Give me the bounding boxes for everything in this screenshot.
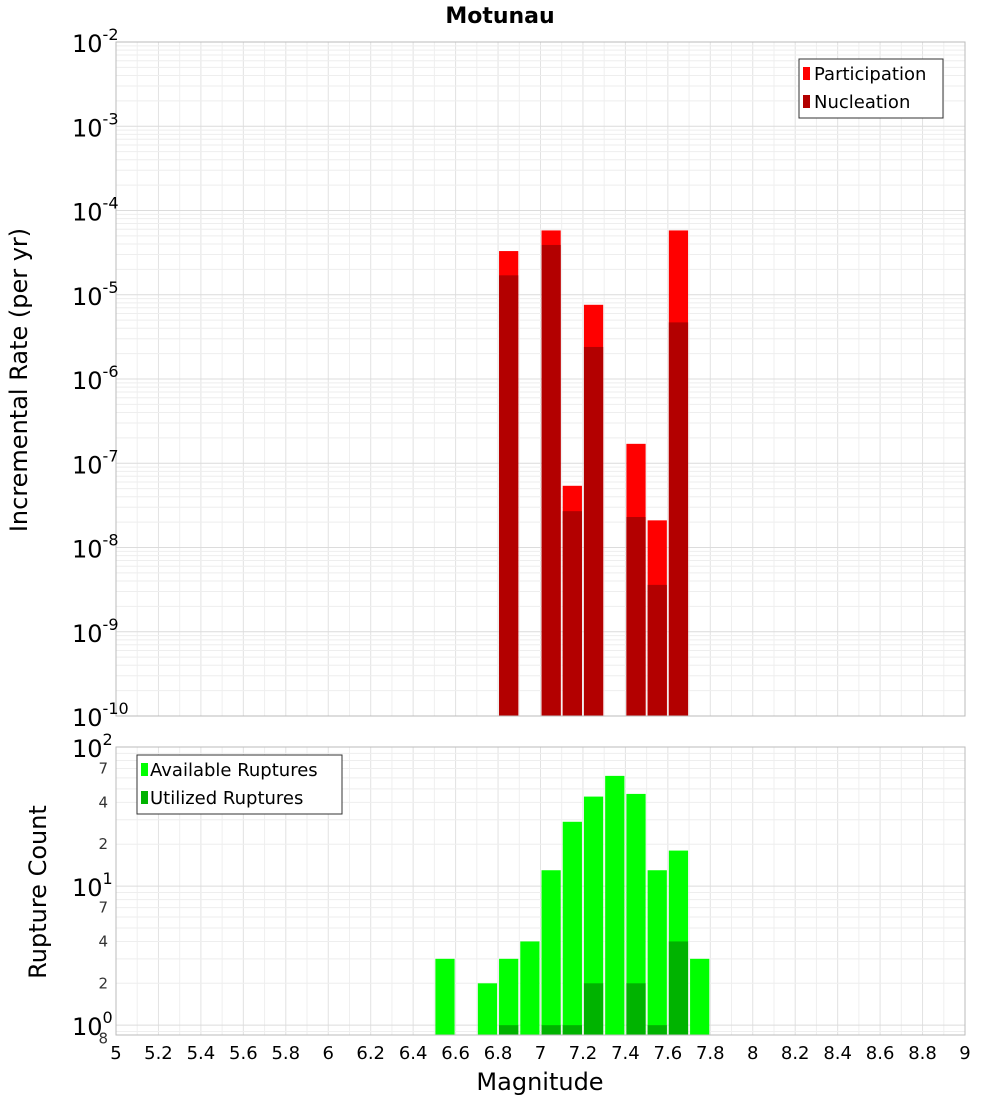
bottom-y-minor-label: 4 xyxy=(98,793,108,811)
bottom-bars xyxy=(435,775,710,1035)
bottom-bar-utilized-ruptures xyxy=(583,983,604,1035)
bottom-bar-utilized-ruptures xyxy=(647,1025,667,1035)
x-tick-label: 6.2 xyxy=(356,1043,385,1064)
top-bars xyxy=(499,230,689,717)
x-tick-label: 9 xyxy=(959,1043,970,1064)
x-axis-label: Magnitude xyxy=(476,1068,603,1096)
top-bar-nucleation xyxy=(668,322,689,716)
top-y-tick-label: 10-9 xyxy=(72,615,119,648)
bottom-bar-utilized-ruptures xyxy=(541,1025,561,1035)
legend-swatch-utilized-ruptures xyxy=(141,791,148,804)
bottom-y-tick-label: 101 xyxy=(72,869,113,902)
bottom-bar-available-ruptures xyxy=(499,958,519,1035)
x-tick-label: 7.2 xyxy=(569,1043,598,1064)
bottom-y-minor-label: 2 xyxy=(98,974,108,992)
top-y-tick-label: 10-6 xyxy=(72,362,119,395)
legend-label-participation: Participation xyxy=(814,64,926,85)
x-tick-label: 7.8 xyxy=(696,1043,725,1064)
top-bar-nucleation xyxy=(541,244,561,716)
top-y-tick-label: 10-4 xyxy=(72,194,119,227)
bottom-y-minor-label: 7 xyxy=(98,760,108,778)
top-y-tick-label: 10-5 xyxy=(72,278,119,311)
legend-swatch-participation xyxy=(803,67,810,80)
x-tick-label: 5.4 xyxy=(187,1043,216,1064)
bottom-x-ticks: 5 5.2 5.4 5.6 5.8 6 6.2 6.4 6.6 6.8 7 7.2 7.4 7.6 7.8 8… xyxy=(110,1043,970,1064)
top-grid xyxy=(115,42,966,717)
legend-label-nucleation: Nucleation xyxy=(814,92,910,113)
bottom-bar-available-ruptures xyxy=(626,793,646,1035)
bottom-y-minor-label: 4 xyxy=(98,932,108,950)
top-legend: Participation Nucleation xyxy=(798,58,944,119)
bottom-bar-available-ruptures xyxy=(520,941,540,1035)
x-tick-label: 5.6 xyxy=(229,1043,258,1064)
top-y-tick-label: 10-7 xyxy=(72,446,119,479)
x-tick-label: 8.6 xyxy=(866,1043,895,1064)
x-tick-label: 5.2 xyxy=(144,1043,173,1064)
x-tick-label: 8.2 xyxy=(781,1043,810,1064)
top-bar-nucleation xyxy=(583,346,604,716)
bottom-bar-available-ruptures xyxy=(541,870,561,1035)
legend-swatch-available-ruptures xyxy=(141,763,148,776)
bottom-legend: Available Ruptures Utilized Ruptures xyxy=(136,754,343,815)
top-y-axis-label: Incremental Rate (per yr) xyxy=(5,228,33,532)
bottom-y-axis-label: Rupture Count xyxy=(24,805,52,979)
bottom-bar-available-ruptures xyxy=(435,958,455,1035)
bottom-bar-available-ruptures xyxy=(605,775,625,1035)
top-bar-nucleation xyxy=(562,511,582,716)
x-tick-label: 5 xyxy=(110,1043,121,1064)
bottom-bar-available-ruptures xyxy=(562,821,582,1035)
bottom-y-tick-label: 102 xyxy=(72,730,113,763)
legend-label-utilized-ruptures: Utilized Ruptures xyxy=(150,788,303,809)
bottom-grid xyxy=(115,747,966,1035)
x-tick-label: 7.4 xyxy=(611,1043,640,1064)
x-tick-label: 6.4 xyxy=(399,1043,428,1064)
top-bar-nucleation xyxy=(626,517,646,716)
bottom-bar-available-ruptures xyxy=(690,958,710,1035)
bottom-bar-available-ruptures xyxy=(583,796,604,1035)
bottom-legend-box xyxy=(136,754,343,815)
x-tick-label: 8.8 xyxy=(908,1043,937,1064)
bottom-bar-utilized-ruptures xyxy=(499,1025,519,1035)
x-tick-label: 8 xyxy=(747,1043,758,1064)
x-tick-label: 8.4 xyxy=(823,1043,852,1064)
bottom-bar-available-ruptures xyxy=(477,983,498,1035)
x-tick-label: 7 xyxy=(535,1043,546,1064)
top-legend-box xyxy=(798,58,944,119)
x-tick-label: 7.6 xyxy=(654,1043,683,1064)
bottom-plot-frame xyxy=(115,746,966,1036)
bottom-bar-utilized-ruptures xyxy=(668,941,689,1035)
bottom-y-minor-label: 7 xyxy=(98,899,108,917)
legend-swatch-nucleation xyxy=(803,95,810,108)
top-y-ticks: 10-10 10-9 10-8 10-7 10-6 10-5 10-4 10-3 10-2 xyxy=(72,25,129,732)
bottom-bar-utilized-ruptures xyxy=(626,983,646,1035)
bottom-y-minor-label: 2 xyxy=(98,835,108,853)
top-y-tick-label: 10-2 xyxy=(72,25,119,58)
top-bar-nucleation xyxy=(499,275,519,716)
bottom-y-minor-label: 8 xyxy=(98,1030,108,1048)
top-bar-nucleation xyxy=(647,584,667,716)
x-tick-label: 5.8 xyxy=(271,1043,300,1064)
bottom-y-tick-label: 100 xyxy=(72,1008,113,1041)
chart-title: Motunau xyxy=(445,4,554,29)
bottom-bar-utilized-ruptures xyxy=(562,1025,582,1035)
x-tick-label: 6.6 xyxy=(441,1043,470,1064)
legend-label-available-ruptures: Available Ruptures xyxy=(150,760,318,781)
bottom-bar-available-ruptures xyxy=(647,870,667,1035)
top-y-tick-label: 10-8 xyxy=(72,531,119,564)
top-y-tick-label: 10-3 xyxy=(72,109,119,142)
top-plot-frame xyxy=(115,41,966,717)
top-y-tick-label: 10-10 xyxy=(72,699,129,732)
x-tick-label: 6.8 xyxy=(484,1043,513,1064)
x-tick-label: 6 xyxy=(323,1043,334,1064)
bottom-y-ticks: 100 101 102 8 2 4 7 2 4 7 xyxy=(72,730,113,1048)
